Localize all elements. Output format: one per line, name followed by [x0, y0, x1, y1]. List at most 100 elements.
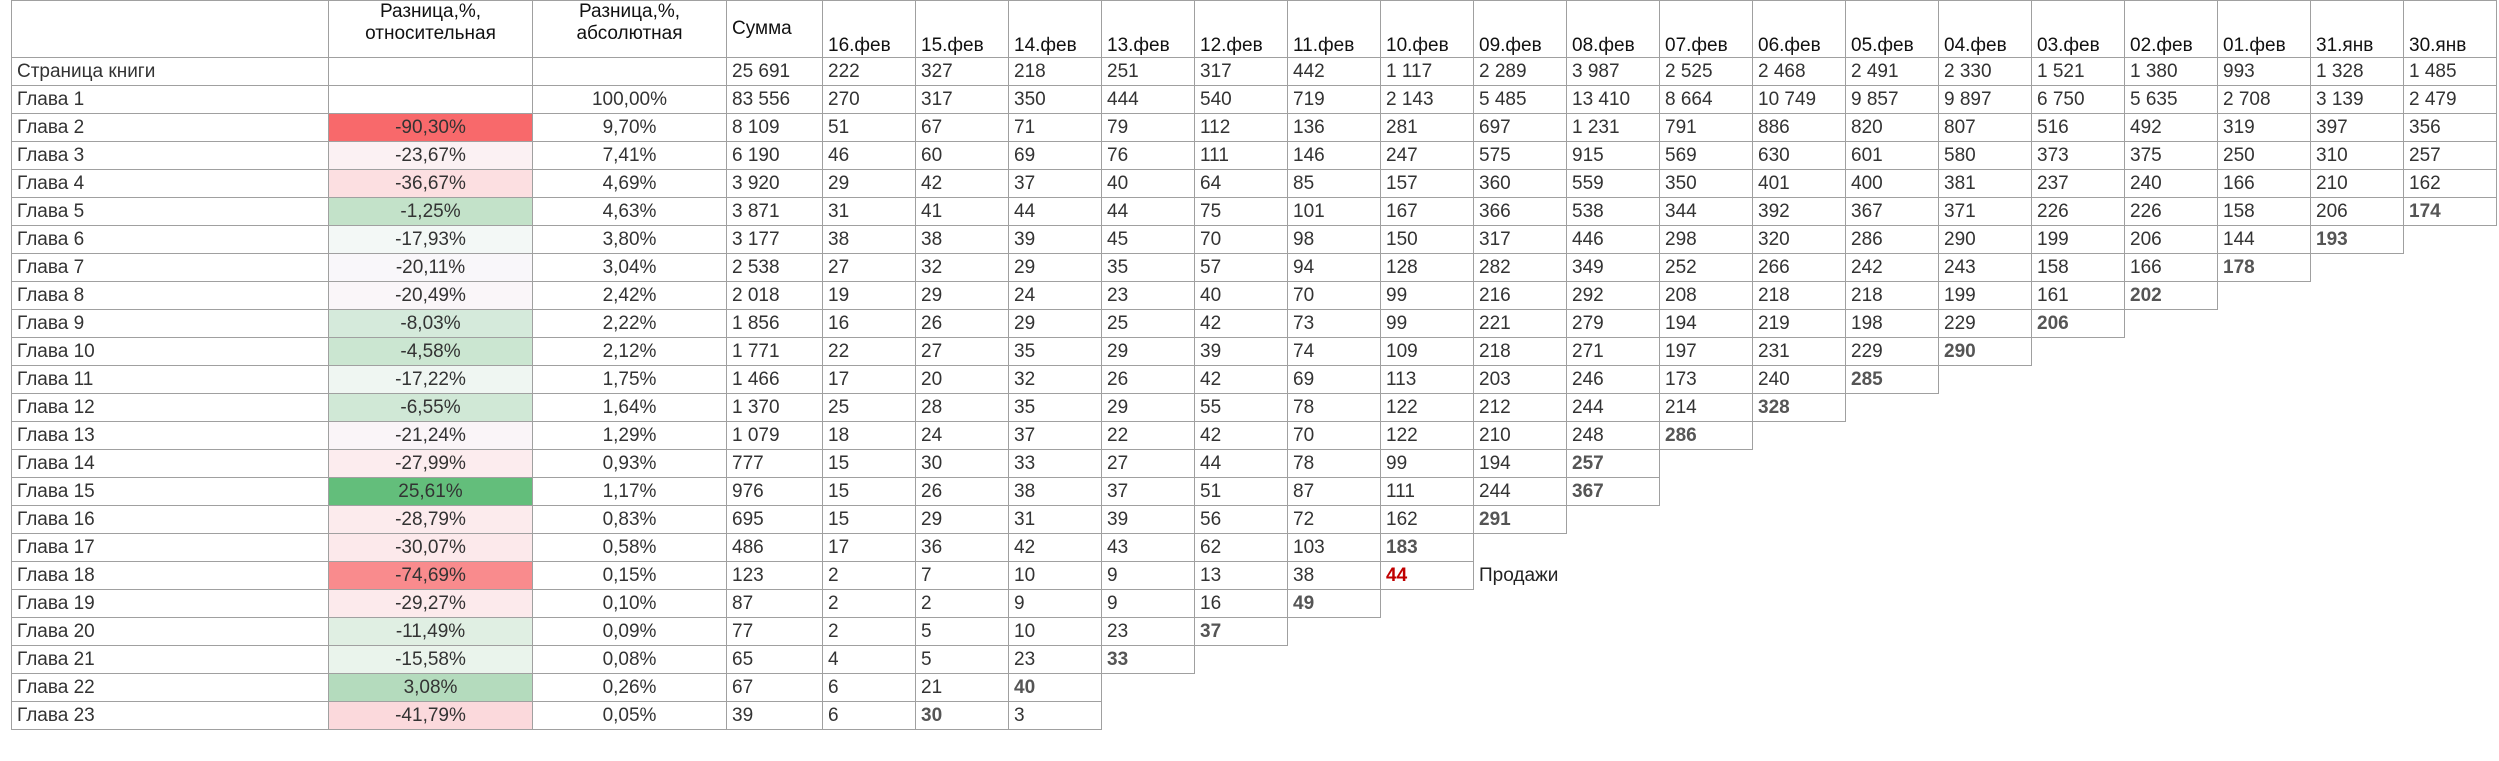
day-value: 44 — [1380, 561, 1474, 590]
sheet-body: Разница,%, относительная Разница,%, абсол… — [11, 0, 2497, 730]
empty-cell — [1939, 618, 2032, 646]
data-row: Глава 6 -17,93% 3,80% 3 177 38 38 39 45 70 98 150 3… — [11, 225, 2497, 254]
day-value: 98 — [1287, 225, 1381, 254]
row-label: Глава 1 — [11, 85, 329, 114]
empty-cell — [2404, 282, 2497, 310]
empty-cell — [2311, 394, 2404, 422]
day-value: 150 — [1380, 225, 1474, 254]
day-value: 392 — [1752, 197, 1846, 226]
day-value: 72 — [1287, 505, 1381, 534]
day-value: 33 — [1008, 449, 1102, 478]
empty-cell — [1102, 702, 1195, 730]
column-header: Разница,%, относительная — [328, 0, 533, 58]
empty-cell — [2404, 590, 2497, 618]
day-value: 15 — [822, 505, 916, 534]
empty-cell — [1753, 618, 1846, 646]
day-value: 42 — [1194, 365, 1288, 394]
day-value: 44 — [1101, 197, 1195, 226]
data-row: Глава 7 -20,11% 3,04% 2 538 27 32 29 35 57 94 128 2… — [11, 253, 2497, 282]
empty-cell — [1846, 394, 1939, 422]
empty-cell — [1660, 450, 1753, 478]
empty-cell — [1939, 674, 2032, 702]
day-value: 122 — [1380, 393, 1474, 422]
relative-diff: -20,11% — [328, 253, 533, 282]
day-value: 44 — [1194, 449, 1288, 478]
day-value: 212 — [1473, 393, 1567, 422]
empty-cell — [2218, 590, 2311, 618]
empty-cell — [1381, 702, 1474, 730]
empty-cell — [1660, 618, 1753, 646]
day-value: 719 — [1287, 85, 1381, 114]
day-value: 286 — [1845, 225, 1939, 254]
empty-cell — [2311, 338, 2404, 366]
relative-diff: -15,58% — [328, 645, 533, 674]
day-value: 344 — [1659, 197, 1753, 226]
day-value: 173 — [1659, 365, 1753, 394]
row-label: Страница книги — [11, 57, 329, 86]
empty-cell — [2125, 646, 2218, 674]
empty-cell — [2404, 506, 2497, 534]
empty-cell — [2125, 310, 2218, 338]
day-value: 6 750 — [2031, 85, 2125, 114]
day-value: 328 — [1752, 393, 1846, 422]
day-value: 178 — [2217, 253, 2311, 282]
data-row: Глава 16 -28,79% 0,83% 695 15 29 31 39 56 72 162 29… — [11, 505, 2497, 534]
empty-cell — [2125, 618, 2218, 646]
empty-cell — [2218, 674, 2311, 702]
day-value: 400 — [1845, 169, 1939, 198]
day-value: 24 — [915, 421, 1009, 450]
day-value: 35 — [1008, 337, 1102, 366]
day-value: 218 — [1473, 337, 1567, 366]
relative-diff: -21,24% — [328, 421, 533, 450]
absolute-diff: 100,00% — [532, 85, 727, 114]
empty-cell — [1939, 590, 2032, 618]
row-label: Глава 22 — [11, 673, 329, 702]
row-label: Глава 8 — [11, 281, 329, 310]
day-value: 44 — [1008, 197, 1102, 226]
day-value: 242 — [1845, 253, 1939, 282]
empty-cell — [2032, 590, 2125, 618]
relative-diff: -6,55% — [328, 393, 533, 422]
data-row: Глава 23 -41,79% 0,05% 39 6 30 3 — [11, 701, 2497, 730]
empty-cell — [2218, 618, 2311, 646]
day-value: 23 — [1101, 617, 1195, 646]
sum: 39 — [726, 701, 823, 730]
sum: 777 — [726, 449, 823, 478]
empty-cell — [1660, 702, 1753, 730]
day-value: 112 — [1194, 113, 1288, 142]
day-value: 1 485 — [2403, 57, 2497, 86]
empty-cell — [2032, 506, 2125, 534]
day-value: 317 — [1194, 57, 1288, 86]
day-value: 46 — [822, 141, 916, 170]
empty-cell — [2311, 366, 2404, 394]
empty-cell — [2218, 562, 2311, 590]
day-value: 166 — [2124, 253, 2218, 282]
column-header: 01.фев — [2217, 0, 2311, 58]
day-value: 13 410 — [1566, 85, 1660, 114]
day-value: 146 — [1287, 141, 1381, 170]
day-value: 70 — [1287, 281, 1381, 310]
day-value: 214 — [1659, 393, 1753, 422]
day-value: 1 231 — [1566, 113, 1660, 142]
empty-cell — [2311, 478, 2404, 506]
sum: 976 — [726, 477, 823, 506]
day-value: 35 — [1101, 253, 1195, 282]
empty-cell — [1660, 534, 1753, 562]
sum: 123 — [726, 561, 823, 590]
day-value: 64 — [1194, 169, 1288, 198]
day-value: 161 — [2031, 281, 2125, 310]
empty-cell — [2218, 506, 2311, 534]
day-value: 218 — [1845, 281, 1939, 310]
empty-cell — [1753, 646, 1846, 674]
row-label: Глава 10 — [11, 337, 329, 366]
day-value: 40 — [1194, 281, 1288, 310]
day-value: 1 117 — [1380, 57, 1474, 86]
day-value: 216 — [1473, 281, 1567, 310]
day-value: 174 — [2403, 197, 2497, 226]
day-value: 42 — [1008, 533, 1102, 562]
day-value: 516 — [2031, 113, 2125, 142]
day-value: 40 — [1008, 673, 1102, 702]
day-value: 5 — [915, 617, 1009, 646]
empty-cell — [1195, 702, 1288, 730]
day-value: 32 — [915, 253, 1009, 282]
